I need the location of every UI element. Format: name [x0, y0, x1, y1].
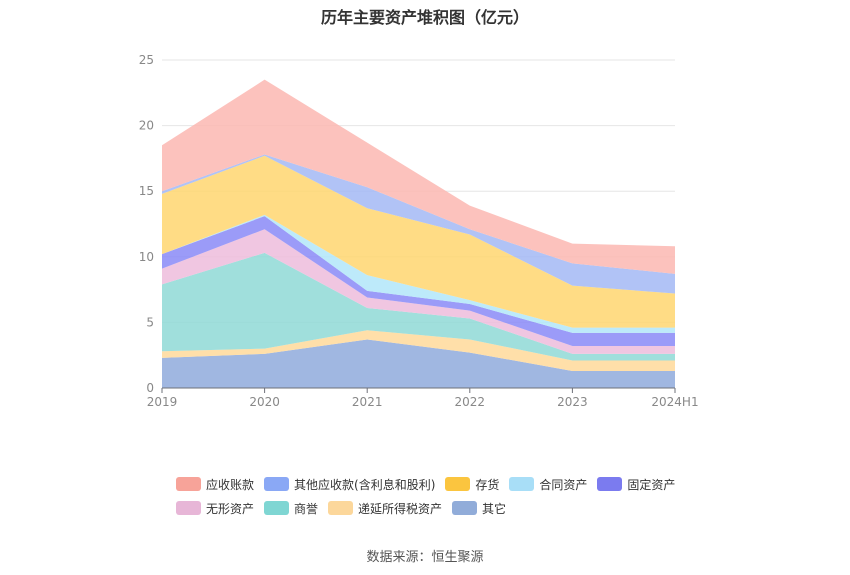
area-series-应收账款	[162, 79, 675, 274]
area-layer	[162, 79, 675, 388]
area-series-其他应收款(含利息和股利)	[162, 154, 675, 294]
legend-label: 商誉	[294, 501, 319, 516]
legend-swatch	[445, 477, 471, 491]
legend-item-goodwill[interactable]: 商誉	[264, 500, 318, 517]
area-series-递延所得税资产	[162, 330, 675, 371]
legend-label: 固定资产	[627, 477, 676, 492]
legend-item-other[interactable]: 其它	[452, 500, 506, 517]
legend-swatch	[328, 501, 354, 515]
legend-item-fixed-assets[interactable]: 固定资产	[597, 476, 675, 493]
y-tick-label: 0	[146, 381, 154, 395]
x-tick-label: 2022	[455, 395, 486, 409]
area-series-无形资产	[162, 229, 675, 354]
legend: 应收账款 其他应收款(含利息和股利) 存货 合同资产 固定资产 无形资产 商誉	[176, 472, 736, 520]
y-tick-label: 10	[139, 250, 154, 264]
x-tick-label: 2019	[147, 395, 178, 409]
x-tick-label: 2024H1	[651, 395, 698, 409]
area-series-其它	[162, 339, 675, 388]
legend-label: 存货	[475, 477, 500, 492]
legend-swatch	[264, 501, 290, 515]
x-tick-label: 2023	[557, 395, 588, 409]
y-tick-label: 5	[146, 315, 154, 329]
legend-swatch	[176, 477, 201, 491]
legend-label: 其他应收款(含利息和股利)	[294, 477, 436, 492]
legend-label: 其它	[482, 501, 507, 516]
y-tick-label: 20	[139, 119, 154, 133]
stacked-area-chart: 0 5 10 15 20 25 2019 2020 2021 2022 2023 2024H1	[139, 53, 699, 409]
y-tick-label: 25	[139, 53, 154, 67]
legend-label: 合同资产	[539, 477, 588, 492]
area-series-固定资产	[162, 216, 675, 347]
legend-item-contract-assets[interactable]: 合同资产	[509, 476, 587, 493]
legend-item-intangible-assets[interactable]: 无形资产	[176, 500, 254, 517]
legend-item-deferred-tax-assets[interactable]: 递延所得税资产	[328, 500, 442, 517]
x-tick-label: 2020	[249, 395, 280, 409]
source-note: 数据来源：恒生聚源	[366, 550, 484, 565]
area-series-存货	[162, 155, 675, 328]
legend-swatch	[176, 501, 201, 515]
legend-label: 应收账款	[206, 477, 255, 492]
area-series-商誉	[162, 252, 675, 361]
legend-swatch	[597, 477, 623, 491]
legend-item-inventory[interactable]: 存货	[445, 476, 499, 493]
chart-title: 历年主要资产堆积图（亿元）	[320, 8, 529, 27]
legend-label: 无形资产	[206, 501, 255, 516]
legend-item-receivables[interactable]: 应收账款	[176, 476, 254, 493]
x-tick-label: 2021	[352, 395, 383, 409]
axis-layer: 0 5 10 15 20 25 2019 2020 2021 2022 2023 2024H1	[139, 53, 699, 409]
legend-swatch	[509, 477, 535, 491]
legend-item-other-receivables[interactable]: 其他应收款(含利息和股利)	[264, 476, 435, 493]
legend-label: 递延所得税资产	[358, 501, 443, 516]
legend-row-2: 无形资产 商誉 递延所得税资产 其它	[176, 496, 736, 520]
legend-row-1: 应收账款 其他应收款(含利息和股利) 存货 合同资产 固定资产	[176, 472, 736, 496]
y-tick-label: 15	[139, 184, 154, 198]
legend-swatch	[452, 501, 478, 515]
legend-swatch	[264, 477, 290, 491]
